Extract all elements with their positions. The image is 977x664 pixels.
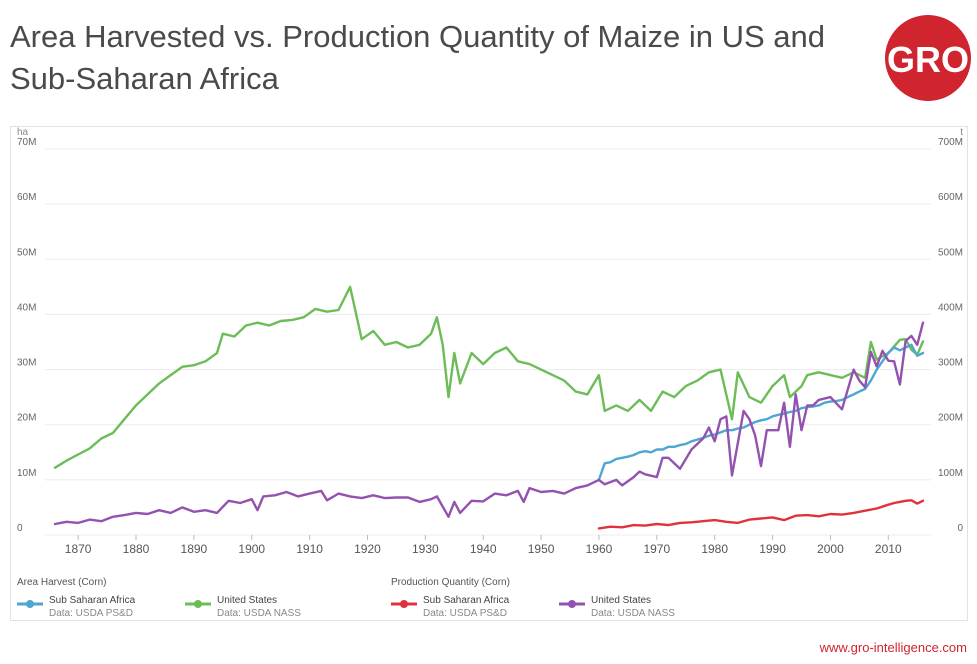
series-line-us-prod: [53, 321, 925, 526]
footer-url[interactable]: www.gro-intelligence.com: [819, 640, 967, 655]
x-tick-label: 2000: [817, 542, 844, 556]
legend-label-us-production: United States: [591, 595, 652, 606]
y-left-unit-label: ha: [17, 127, 29, 138]
y-right-tick-label: 100M: [938, 468, 963, 479]
x-tick-label: 1940: [470, 542, 497, 556]
x-tick-label: 1930: [412, 542, 439, 556]
legend-swatch-ssa-production: [391, 600, 417, 608]
y-right-tick-label: 200M: [938, 413, 963, 424]
x-tick-label: 1950: [528, 542, 555, 556]
legend-source-ssa-production: Data: USDA PS&D: [423, 608, 507, 619]
x-tick-label: 1880: [123, 542, 150, 556]
y-left-tick-label: 60M: [17, 192, 36, 203]
legend-swatch-ssa-area: [17, 600, 43, 608]
x-tick-label: 1970: [643, 542, 670, 556]
series-line-ssa-area: [597, 343, 925, 482]
x-tick-label: 1920: [354, 542, 381, 556]
grid-layer: [45, 148, 931, 536]
y-right-tick-label: 500M: [938, 247, 963, 258]
y-right-tick-label: 600M: [938, 192, 963, 203]
y-right-tick-label: 300M: [938, 358, 963, 369]
y-left-tick-label: 30M: [17, 358, 36, 369]
axis-layer: 0 0 10M 100M 20M 200M 30M 300M 40M 400M 50M 500M 60M…: [17, 127, 963, 556]
x-tick-label: 1960: [586, 542, 613, 556]
gro-logo: GRO: [885, 15, 971, 101]
x-tick-label: 1980: [701, 542, 728, 556]
y-left-tick-label: 20M: [17, 413, 36, 424]
chart-plot: 0 0 10M 100M 20M 200M 30M 300M 40M 400M 50M 500M 60M…: [17, 127, 963, 556]
x-tick-label: 1870: [65, 542, 92, 556]
legend-label-ssa-area: Sub Saharan Africa: [49, 595, 136, 606]
series-layer: [53, 285, 925, 530]
y-right-tick-label: 0: [957, 523, 963, 534]
legend-swatch-us-area: [185, 600, 211, 608]
legend-swatch-us-production: [559, 600, 585, 608]
y-right-unit-label: t: [960, 127, 963, 138]
legend-source-ssa-area: Data: USDA PS&D: [49, 608, 133, 619]
logo-text: GRO: [887, 39, 969, 80]
y-right-tick-label: 700M: [938, 137, 963, 148]
y-left-tick-label: 0: [17, 523, 23, 534]
y-left-tick-label: 70M: [17, 137, 36, 148]
x-tick-label: 1990: [759, 542, 786, 556]
chart-panel: 0 0 10M 100M 20M 200M 30M 300M 40M 400M 50M 500M 60M…: [10, 126, 968, 621]
x-tick-label: 1910: [296, 542, 323, 556]
legend-source-us-area: Data: USDA NASS: [217, 608, 301, 619]
y-left-tick-label: 50M: [17, 247, 36, 258]
series-line-ssa-prod: [597, 499, 925, 530]
x-tick-label: 2010: [875, 542, 902, 556]
legend-source-us-production: Data: USDA NASS: [591, 608, 675, 619]
y-left-tick-label: 40M: [17, 302, 36, 313]
legend-label-us-area: United States: [217, 595, 278, 606]
y-left-tick-label: 10M: [17, 468, 36, 479]
legend-area-title: Area Harvest (Corn): [17, 577, 107, 588]
x-tick-label: 1900: [238, 542, 265, 556]
y-right-tick-label: 400M: [938, 302, 963, 313]
series-line-us-area: [53, 285, 925, 469]
x-tick-label: 1890: [181, 542, 208, 556]
page-title: Area Harvested vs. Production Quantity o…: [10, 19, 826, 96]
legend-production-title: Production Quantity (Corn): [391, 577, 510, 588]
legend-label-ssa-production: Sub Saharan Africa: [423, 595, 510, 606]
